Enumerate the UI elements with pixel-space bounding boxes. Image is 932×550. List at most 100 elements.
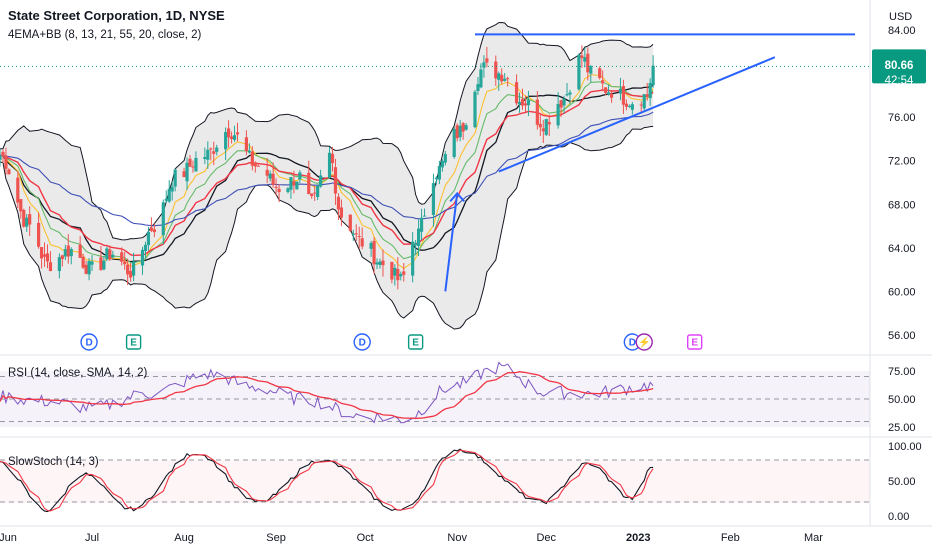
time-tick-label: Aug (174, 532, 194, 544)
candle-body (517, 101, 522, 105)
candle-body (473, 91, 477, 128)
candle-body (161, 202, 165, 236)
drawings[interactable] (444, 33, 855, 292)
candle-body (143, 244, 148, 252)
candle-body (232, 135, 237, 140)
candle-body (60, 255, 64, 260)
candle-body (624, 103, 629, 107)
candle-body (476, 84, 480, 92)
event-badge-dividend[interactable]: D (353, 333, 371, 351)
rsi-ma-line (0, 371, 654, 420)
candle-body (271, 173, 275, 185)
candle-body (538, 123, 542, 128)
bar-countdown: 42:54 (885, 75, 914, 87)
price-tick-label: 84.00 (888, 25, 916, 37)
currency-label: USD (889, 11, 912, 23)
rsi-axis[interactable]: 75.00 50.00 25.00 (888, 366, 916, 434)
candle-body (182, 171, 186, 178)
stoch-legend[interactable]: SlowStoch (14, 3) (8, 456, 99, 468)
candle-body (1, 151, 5, 156)
price-tick-label: 68.00 (888, 199, 916, 211)
candle-body (559, 100, 563, 108)
candle-body (556, 103, 560, 126)
candle-body (295, 181, 299, 190)
time-tick-label: Mar (804, 532, 823, 544)
event-badge-label: E (691, 338, 698, 349)
candle-body (19, 199, 23, 212)
candle-body (648, 83, 652, 99)
candle-body (375, 262, 379, 265)
candle-body (129, 271, 133, 278)
candle-body (78, 244, 82, 258)
candle-body (604, 87, 608, 93)
arrow-line[interactable] (444, 193, 459, 292)
candle-body (226, 128, 231, 138)
stoch-lines (0, 448, 870, 513)
candle-body (565, 94, 569, 96)
rsi-legend[interactable]: RSI (14, close, SMA, 14, 2) (8, 367, 148, 379)
candle-body (99, 257, 103, 270)
time-tick-label: Jun (0, 532, 17, 544)
candle-body (256, 165, 260, 167)
last-price-value: 80.66 (885, 60, 914, 72)
indicator-legend[interactable]: 4EMA+BB (8, 13, 21, 55, 20, close, 2) (8, 29, 202, 41)
candle-body (45, 253, 50, 262)
candle-body (16, 177, 20, 203)
candle-body (618, 88, 623, 94)
candle-body (146, 231, 151, 246)
candle-body (526, 99, 531, 106)
event-badge-earnings[interactable]: E (125, 334, 142, 350)
chart-title: State Street Corporation, 1D, NYSE (8, 8, 225, 23)
candle-body (547, 122, 551, 125)
candle-body (140, 249, 145, 266)
event-badge-dividend[interactable]: D (80, 333, 98, 351)
candle-body (229, 136, 234, 139)
price-tick-label: 76.00 (888, 112, 916, 124)
candle-body (639, 104, 643, 106)
bollinger-bands (0, 21, 654, 330)
stoch-k-line (0, 448, 654, 513)
candle-body (399, 274, 403, 277)
arrow-head (449, 191, 465, 203)
candle-body (354, 233, 358, 235)
bb-upper-line (0, 21, 654, 241)
candle-body (348, 214, 352, 231)
candle-body (443, 153, 447, 163)
candle-body (69, 248, 73, 257)
candle-body (464, 125, 468, 130)
candle-body (0, 155, 2, 160)
bb-fill (0, 22, 654, 329)
event-badge-earnings[interactable]: E (407, 334, 424, 350)
candle-body (203, 156, 207, 159)
candle-body (105, 248, 109, 260)
pane-separators (0, 0, 932, 527)
candle-body (482, 62, 486, 68)
candle-body (568, 92, 572, 95)
stoch-axis[interactable]: 100.00 50.00 0.00 (888, 441, 922, 523)
candle-body (336, 196, 341, 210)
time-tick-label: 2023 (626, 532, 650, 544)
time-axis[interactable]: Jun Jul Aug Sep Oct Nov Dec 2023 Feb Mar (0, 532, 823, 544)
rsi-line (0, 361, 654, 424)
candle-body (497, 73, 501, 80)
trend-line[interactable] (498, 56, 776, 173)
candle-body (630, 104, 634, 110)
price-tick-label: 56.00 (888, 330, 916, 342)
candle-body (25, 217, 29, 227)
candle-body (286, 188, 290, 192)
candle-body (390, 261, 394, 280)
event-badge-split/event[interactable]: ⚡ (635, 333, 653, 351)
candle-body (452, 128, 456, 157)
candle-body (277, 188, 281, 193)
candle-body (580, 55, 584, 59)
candle-body (583, 57, 587, 62)
candle-body (268, 173, 272, 179)
candle-body (520, 99, 525, 106)
stoch-tick-label: 50.00 (888, 476, 916, 488)
rsi-tick-label: 25.00 (888, 422, 916, 434)
candle-body (215, 147, 219, 152)
candle-body (514, 82, 519, 104)
candle-body (437, 166, 441, 180)
event-badge-earnings-upcoming[interactable]: E (686, 334, 703, 350)
event-badges[interactable]: D E D E D ⚡ E (80, 333, 703, 351)
